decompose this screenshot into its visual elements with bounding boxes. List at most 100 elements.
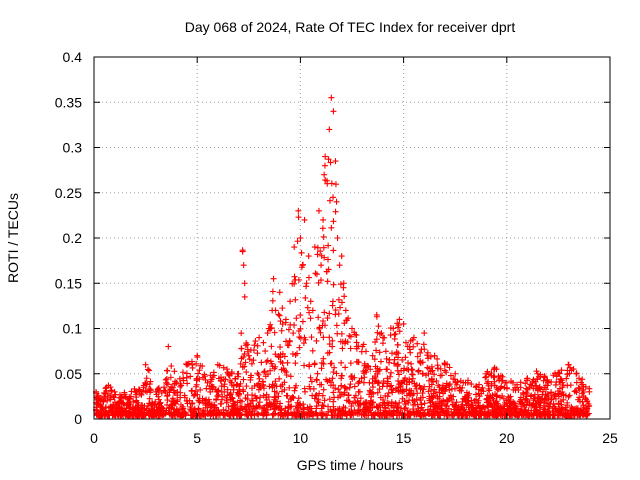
data-point [427, 368, 434, 375]
data-point [463, 389, 470, 396]
y-tick-label: 0.2 [63, 230, 83, 246]
data-point [197, 386, 204, 393]
data-point [274, 398, 281, 405]
data-point [163, 379, 170, 386]
data-point [360, 401, 367, 408]
data-point [545, 400, 552, 407]
data-point [542, 392, 549, 399]
data-point [285, 404, 292, 411]
data-point [238, 330, 245, 337]
data-point [237, 397, 244, 404]
data-point [180, 377, 187, 384]
data-point [313, 271, 320, 278]
data-point [338, 253, 345, 260]
data-point [276, 289, 283, 296]
data-point [394, 320, 401, 327]
data-point [113, 405, 120, 412]
data-point [305, 274, 312, 281]
data-point [523, 385, 530, 392]
data-point [97, 407, 104, 414]
data-point [125, 399, 132, 406]
data-point [493, 366, 500, 373]
data-point [534, 370, 541, 377]
data-point [163, 393, 170, 400]
data-point [279, 381, 286, 388]
data-point [276, 375, 283, 382]
data-point [496, 377, 503, 384]
data-point [267, 367, 274, 374]
data-point [313, 403, 320, 410]
data-point [204, 410, 211, 417]
data-point [384, 375, 391, 382]
data-point [379, 383, 386, 390]
data-point [269, 288, 276, 295]
data-point [144, 403, 151, 410]
data-point [314, 370, 321, 377]
data-point [149, 406, 156, 413]
data-point [295, 395, 302, 402]
data-point [377, 412, 384, 419]
data-point [143, 375, 150, 382]
data-point [448, 408, 455, 415]
data-point [404, 343, 411, 350]
data-point [251, 342, 258, 349]
data-point [392, 400, 399, 407]
data-point [417, 394, 424, 401]
data-point [242, 342, 249, 349]
data-point [494, 400, 501, 407]
data-point [145, 407, 152, 414]
data-point [402, 339, 409, 346]
data-point [163, 367, 170, 374]
data-point [483, 370, 490, 377]
data-point [315, 279, 322, 286]
data-point [286, 338, 293, 345]
data-point [543, 376, 550, 383]
data-point [115, 411, 122, 418]
data-point [180, 411, 187, 418]
data-point [322, 153, 329, 160]
data-point [190, 392, 197, 399]
y-tick-label: 0.15 [55, 275, 82, 291]
data-point [489, 411, 496, 418]
data-point [394, 324, 401, 331]
data-point [163, 401, 170, 408]
data-point [421, 400, 428, 407]
data-point [254, 370, 261, 377]
data-point [541, 406, 548, 413]
data-point [341, 389, 348, 396]
data-point [326, 396, 333, 403]
data-point [146, 385, 153, 392]
data-point [486, 394, 493, 401]
data-point [261, 405, 268, 412]
data-point [326, 334, 333, 341]
data-point [294, 238, 301, 245]
data-point [346, 332, 353, 339]
data-point [363, 404, 370, 411]
data-point [523, 396, 530, 403]
data-point [254, 350, 261, 357]
data-point [392, 330, 399, 337]
data-point [180, 405, 187, 412]
y-tick-label: 0.05 [55, 366, 82, 382]
data-point [144, 366, 151, 373]
data-point [281, 367, 288, 374]
data-point [245, 352, 252, 359]
data-point [338, 372, 345, 379]
data-point [580, 387, 587, 394]
data-point [390, 325, 397, 332]
data-point [313, 337, 320, 344]
data-point [371, 411, 378, 418]
data-point [553, 379, 560, 386]
data-point [324, 378, 331, 385]
x-tick-label: 25 [602, 430, 618, 446]
data-point [216, 412, 223, 419]
x-tick-label: 5 [193, 430, 201, 446]
data-point [110, 411, 117, 418]
data-point [335, 296, 342, 303]
data-point [421, 330, 428, 337]
data-point [579, 381, 586, 388]
data-point [433, 378, 440, 385]
data-point [244, 348, 251, 355]
data-point [537, 371, 544, 378]
